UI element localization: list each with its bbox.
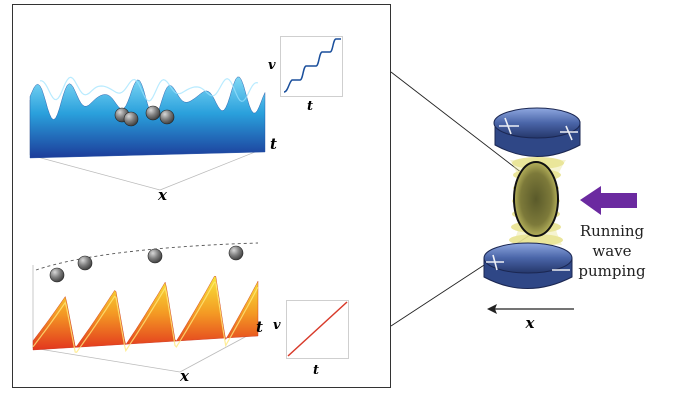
top-axis-t-label: t — [270, 135, 277, 153]
bottom-axis-t-label: t — [256, 318, 263, 336]
atom-ball — [145, 105, 161, 121]
cavity-mirror-bottom — [483, 242, 573, 289]
atom-ball — [123, 111, 139, 127]
atom-ball — [159, 109, 175, 125]
bottom-inset-v-label: v — [273, 318, 281, 333]
atom-ball — [77, 255, 93, 271]
direction-arrow — [487, 304, 574, 314]
pump-label-line-1: Running — [580, 222, 645, 240]
top-box-edge-right — [159, 147, 266, 191]
top-inset: v t — [268, 36, 343, 114]
atom-trajectory-dashed — [35, 242, 259, 271]
orange-potential-surface — [32, 275, 259, 351]
pump-arrow — [580, 186, 637, 215]
bottom-3d-plot: t x — [32, 242, 263, 385]
bottom-inset-t-label: t — [313, 363, 319, 378]
atom-ball — [228, 245, 244, 261]
top-box-edge-bottom — [29, 154, 161, 191]
bottom-box-edge-bottom — [32, 347, 181, 373]
top-inset-v-label: v — [268, 58, 276, 73]
orange-surface-ridges — [32, 281, 259, 353]
atom-ball — [147, 248, 163, 264]
direction-x-label: x — [525, 314, 536, 332]
bottom-inset: v t — [273, 300, 349, 378]
top-3d-plot: t x — [29, 76, 277, 204]
top-axis-x-label: x — [157, 186, 168, 204]
pump-label-line-3: pumping — [578, 262, 646, 280]
bottom-axis-x-label: x — [179, 367, 190, 385]
linear-velocity-line — [287, 301, 348, 357]
staircase-velocity-curve — [283, 38, 341, 93]
pump-label-line-2: wave — [592, 242, 631, 260]
atom-cloud — [513, 161, 559, 237]
cavity-schematic: Running wave pumping x — [483, 107, 646, 332]
top-inset-t-label: t — [307, 99, 313, 114]
blue-surface-ridges — [40, 76, 259, 103]
cavity-mirror-top — [493, 107, 581, 157]
atom-ball — [49, 267, 65, 283]
connector-line-top — [390, 71, 523, 174]
